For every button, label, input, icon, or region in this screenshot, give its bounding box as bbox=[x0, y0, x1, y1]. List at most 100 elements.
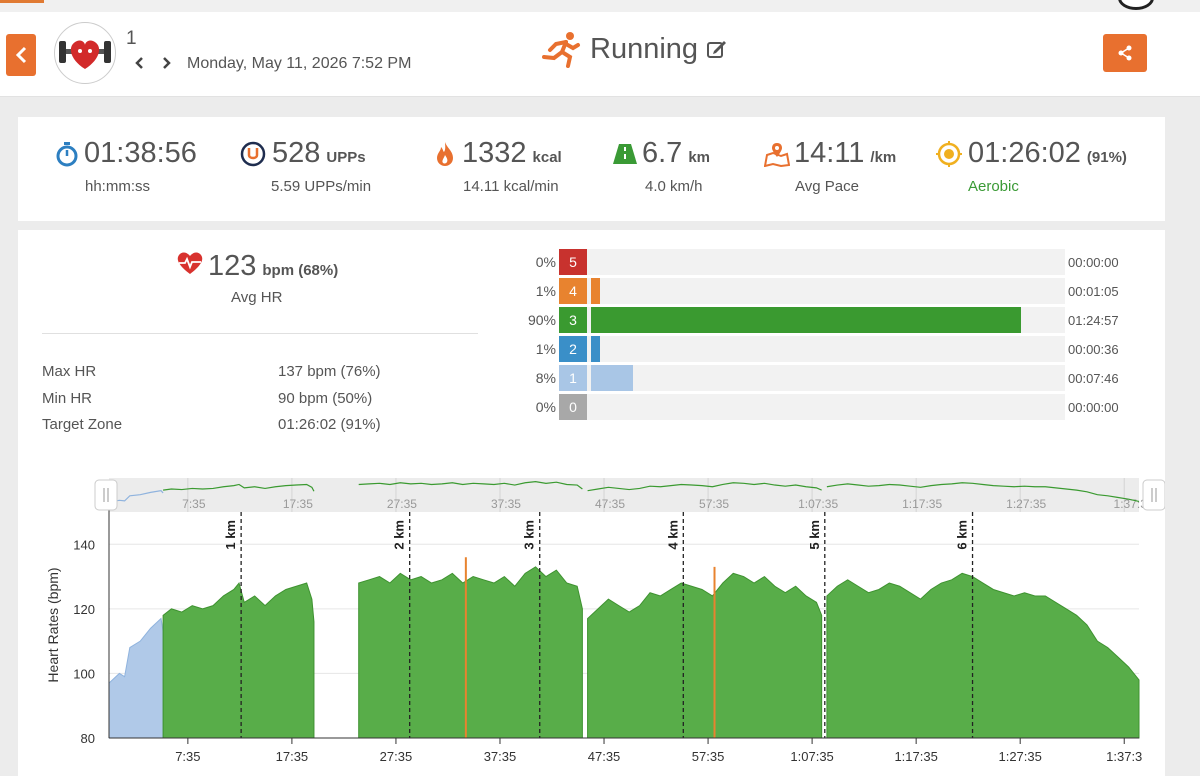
navigator-tick-label: 17:35 bbox=[283, 497, 313, 511]
zone-track: 3 bbox=[559, 307, 1065, 333]
zone-time: 00:00:36 bbox=[1068, 342, 1119, 357]
x-tick-label: 1:07:35 bbox=[790, 749, 833, 764]
zone-number: 3 bbox=[559, 307, 587, 333]
km-marker-label: 3 km bbox=[522, 520, 537, 550]
y-axis-label: Heart Rates (bpm) bbox=[45, 567, 61, 682]
avg-hr-label: Avg HR bbox=[231, 289, 283, 306]
runner-icon bbox=[542, 32, 580, 68]
flame-icon bbox=[437, 142, 453, 166]
x-tick-label: 1:17:35 bbox=[894, 749, 937, 764]
hr-area-segment bbox=[826, 572, 1140, 739]
zone-percent: 0% bbox=[535, 399, 556, 415]
stat-upps: 528 UPPs 5.59 UPPs/min bbox=[240, 117, 410, 221]
user-number: 1 bbox=[126, 28, 137, 49]
zone-bar bbox=[591, 278, 601, 304]
divider bbox=[42, 333, 478, 334]
zone-bar bbox=[591, 365, 633, 391]
zone-track: 5 bbox=[559, 249, 1065, 275]
x-tick-label: 37:35 bbox=[484, 749, 517, 764]
hr-area-segment bbox=[358, 566, 583, 739]
hr-row-label: Target Zone bbox=[42, 416, 123, 433]
navigator-tick-label: 1:07:35 bbox=[798, 497, 838, 511]
zone-row-2: 1% 2 00:00:36 bbox=[518, 336, 1148, 362]
stat-unit: /km bbox=[870, 149, 897, 166]
navigator-tick-label: 1:27:35 bbox=[1006, 497, 1046, 511]
heart-rate-panel: 123 bpm (68%) Avg HR Max HR 137 bpm (76%… bbox=[18, 230, 1165, 776]
navigator-handle-right[interactable] bbox=[1142, 479, 1165, 511]
km-marker-label: 2 km bbox=[392, 520, 407, 550]
share-button[interactable] bbox=[1103, 34, 1147, 72]
navigator-tick-label: 1:17:35 bbox=[902, 497, 942, 511]
navigator-line bbox=[358, 481, 583, 490]
stat-value: 6.7 bbox=[642, 137, 683, 169]
activity-header: 1 Monday, May 11, 2026 7:52 PM Running bbox=[0, 12, 1200, 97]
top-strip bbox=[0, 0, 1200, 12]
zone-percent: 1% bbox=[535, 341, 556, 357]
stat-sub: hh:mm:ss bbox=[85, 178, 151, 195]
navigator-line bbox=[826, 482, 1140, 503]
profile-circle[interactable] bbox=[1118, 0, 1154, 10]
stat-calories: 1332 kcal 14.11 kcal/min bbox=[432, 117, 612, 221]
x-tick-label: 57:35 bbox=[692, 749, 725, 764]
share-icon bbox=[1118, 45, 1132, 61]
stat-sub: 5.59 UPPs/min bbox=[271, 178, 372, 195]
session-stats: 01:38:56 hh:mm:ss 528 UPPs 5.59 UPPs/min … bbox=[18, 117, 1165, 221]
stat-value: 1332 bbox=[462, 137, 527, 169]
heart-dumbbell-icon bbox=[59, 40, 111, 69]
stat-sub: 14.11 kcal/min bbox=[463, 178, 559, 195]
prev-day-button[interactable] bbox=[132, 54, 146, 72]
x-tick-label: 17:35 bbox=[276, 749, 309, 764]
stat-unit: km bbox=[688, 149, 711, 166]
zone-row-0: 0% 0 00:00:00 bbox=[518, 394, 1148, 420]
avatar[interactable] bbox=[54, 22, 116, 84]
road-icon bbox=[613, 144, 637, 164]
target-icon bbox=[936, 141, 962, 167]
zone-bar bbox=[591, 307, 1021, 333]
x-tick-label: 27:35 bbox=[380, 749, 413, 764]
stat-value: 01:38:56 bbox=[84, 137, 197, 169]
back-button[interactable] bbox=[6, 34, 36, 76]
x-tick-label: 7:35 bbox=[175, 749, 200, 764]
zone-track: 2 bbox=[559, 336, 1065, 362]
stat-target-zone: 01:26:02 (91%) Aerobic bbox=[936, 117, 1156, 221]
y-tick-label: 80 bbox=[81, 731, 95, 746]
top-accent bbox=[0, 0, 44, 3]
chevron-left-icon bbox=[15, 46, 27, 64]
stat-unit: (91%) bbox=[1086, 149, 1127, 166]
upp-icon bbox=[240, 141, 266, 167]
edit-icon[interactable] bbox=[706, 38, 728, 60]
hr-row-label: Min HR bbox=[42, 390, 93, 407]
stat-unit: UPPs bbox=[326, 149, 366, 166]
stopwatch-icon bbox=[56, 142, 78, 167]
zone-time: 00:00:00 bbox=[1068, 255, 1119, 270]
heart-rate-chart: 80 100 120 140 7:35 7:35 17:35 17:35 27:35 27:35 3… bbox=[45, 478, 1165, 764]
km-marker-label: 4 km bbox=[665, 520, 680, 550]
navigator-line bbox=[108, 490, 164, 503]
hr-area-segment bbox=[108, 617, 164, 739]
km-marker-label: 6 km bbox=[955, 520, 970, 550]
zone-row-3: 90% 3 01:24:57 bbox=[518, 307, 1148, 333]
stat-sub: Avg Pace bbox=[795, 178, 859, 195]
map-icon bbox=[764, 143, 790, 167]
chevron-right-icon bbox=[163, 57, 171, 69]
zone-row-1: 8% 1 00:07:46 bbox=[518, 365, 1148, 391]
y-tick-label: 100 bbox=[73, 666, 95, 681]
navigator-handle-left[interactable] bbox=[94, 479, 118, 511]
next-day-button[interactable] bbox=[160, 54, 174, 72]
session-date: Monday, May 11, 2026 7:52 PM bbox=[187, 55, 412, 72]
navigator-line bbox=[587, 482, 822, 492]
zone-time: 00:00:00 bbox=[1068, 400, 1119, 415]
stat-pace: 14:11/km Avg Pace bbox=[764, 117, 934, 221]
zone-number: 2 bbox=[559, 336, 587, 362]
zone-row-4: 1% 4 00:01:05 bbox=[518, 278, 1148, 304]
avg-hr-value: 123 bbox=[208, 250, 257, 282]
hr-row-value: 90 bpm (50%) bbox=[278, 390, 373, 407]
stat-duration: 01:38:56 hh:mm:ss bbox=[54, 117, 224, 221]
navigator-tick-label: 7:35 bbox=[182, 497, 206, 511]
y-tick-label: 120 bbox=[73, 602, 95, 617]
hr-row-label: Max HR bbox=[42, 363, 97, 380]
zone-track: 1 bbox=[559, 365, 1065, 391]
activity-title-group: Running bbox=[540, 30, 728, 68]
chevron-left-icon bbox=[135, 57, 143, 69]
x-tick-label: 47:35 bbox=[588, 749, 621, 764]
